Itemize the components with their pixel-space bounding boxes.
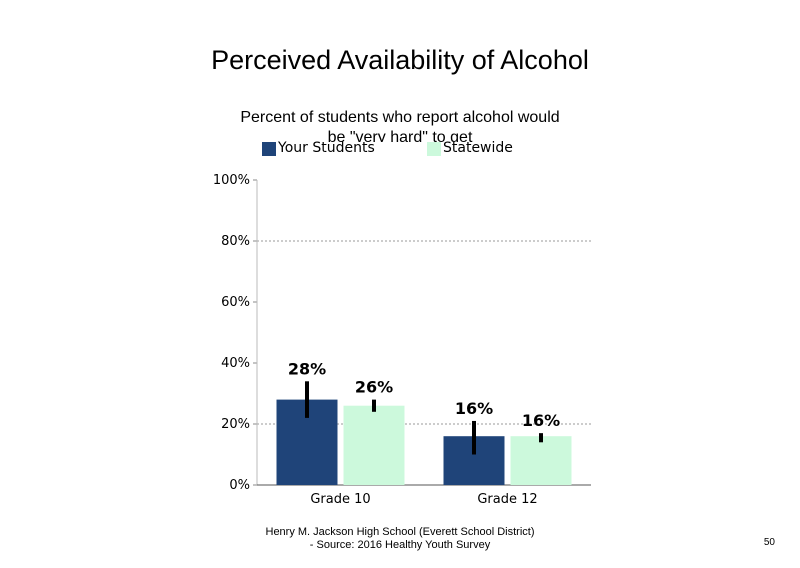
y-tick-label: 100%: [213, 173, 250, 188]
x-category-label: Grade 12: [477, 492, 537, 507]
legend-swatch-statewide: [427, 142, 441, 156]
x-category-label: Grade 10: [310, 492, 370, 507]
y-tick-label: 80%: [221, 234, 250, 249]
legend: Your Students Statewide: [262, 140, 592, 157]
bar-statewide-grade-12: [510, 436, 572, 485]
bar-statewide-grade-10: [343, 405, 405, 485]
y-tick-label: 60%: [221, 295, 250, 310]
page-number: 50: [763, 537, 775, 548]
chart-title: Perceived Availability of Alcohol: [211, 45, 589, 75]
legend-label-statewide: Statewide: [443, 140, 513, 156]
y-tick-label: 40%: [221, 356, 250, 371]
footer-source: Henry M. Jackson High School (Everett Sc…: [230, 526, 570, 552]
y-tick-label: 20%: [221, 417, 250, 432]
footer-school: Henry M. Jackson High School (Everett Sc…: [265, 526, 535, 538]
legend-swatch-your-students: [262, 142, 276, 156]
chart-subtitle: Percent of students who report alcohol w…: [240, 109, 560, 142]
y-tick-label: 0%: [229, 478, 250, 493]
legend-label-your-students: Your Students: [278, 140, 375, 156]
data-label: 16%: [522, 411, 560, 430]
data-label: 28%: [288, 359, 326, 378]
data-label: 26%: [355, 378, 393, 397]
data-label: 16%: [455, 399, 493, 418]
footer-source-line: - Source: 2016 Healthy Youth Survey: [309, 539, 491, 551]
